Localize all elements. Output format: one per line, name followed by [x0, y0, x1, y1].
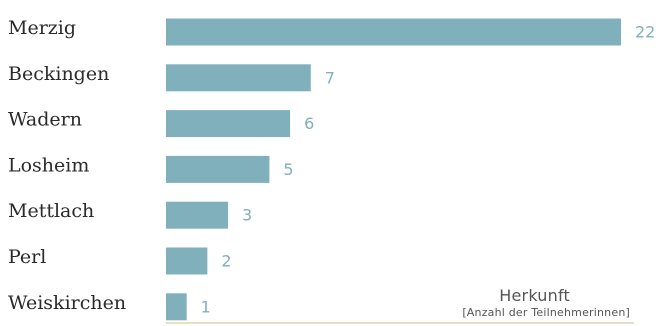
- value-label: 3: [242, 206, 252, 225]
- category-label: Wadern: [8, 109, 82, 131]
- value-label: 7: [325, 68, 335, 87]
- bar: [166, 247, 208, 275]
- category-label: Mettlach: [8, 200, 94, 222]
- category-label: Beckingen: [8, 63, 109, 85]
- legend-subtitle: [Anzahl der Teilnehmerinnen]: [462, 306, 630, 319]
- category-label: Perl: [8, 246, 46, 268]
- category-label: Merzig: [8, 17, 76, 39]
- bar: [166, 18, 621, 46]
- bars-layer: Merzig 22 Beckingen 7 Wadern 6 Losheim 5 Mettlac…: [8, 17, 655, 321]
- bar: [166, 155, 270, 183]
- bar: [166, 201, 229, 229]
- value-label: 1: [201, 297, 211, 316]
- bar: [166, 110, 291, 138]
- value-label: 22: [635, 23, 655, 42]
- legend-title: Herkunft: [499, 286, 570, 305]
- bar: [166, 64, 311, 92]
- bar: [166, 293, 187, 321]
- value-label: 6: [304, 114, 314, 133]
- category-label: Weiskirchen: [8, 292, 126, 314]
- value-label: 2: [221, 252, 231, 271]
- value-label: 5: [283, 160, 293, 179]
- category-label: Losheim: [8, 154, 89, 176]
